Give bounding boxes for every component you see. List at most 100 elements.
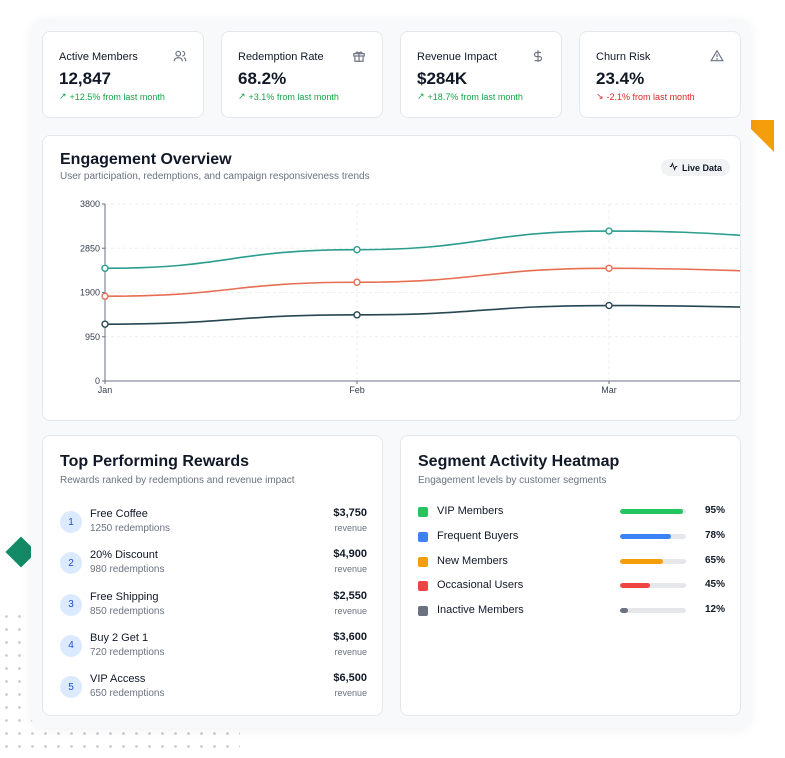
segment-progress-bar [620, 509, 686, 514]
kpi-value: 23.4% [596, 69, 645, 88]
segment-color-swatch [418, 556, 428, 567]
kpi-card-redemption-rate: Redemption Rate 68.2% ↗ +3.1% from last m… [221, 31, 383, 118]
reward-redemptions: 720 redemptions [90, 646, 165, 658]
reward-name: Buy 2 Get 1 [90, 631, 149, 644]
segment-color-swatch [418, 581, 428, 592]
reward-redemptions: 650 redemptions [90, 688, 165, 700]
kpi-value: 68.2% [238, 69, 287, 88]
reward-revenue-label: revenue [334, 564, 367, 575]
data-point [353, 245, 361, 254]
segment-row: Inactive Members 12% [418, 604, 725, 618]
alert-triangle-icon [710, 49, 724, 63]
rewards-subtitle: Rewards ranked by redemptions and revenu… [60, 475, 295, 486]
data-point [353, 278, 361, 286]
segment-percent: 45% [704, 579, 725, 591]
reward-revenue-label: revenue [334, 688, 367, 699]
segment-row: New Members 65% [418, 555, 725, 569]
segment-progress-bar [620, 583, 686, 589]
reward-revenue-amount: $2,550 [333, 589, 367, 602]
chart-title: Engagement Overview [60, 151, 232, 168]
segment-color-swatch [418, 606, 428, 617]
reward-revenue-amount: $4,900 [333, 548, 367, 561]
series-line [104, 267, 740, 298]
reward-row[interactable]: 2 20% Discount 980 redemptions $4,900 revenu… [60, 547, 367, 581]
live-data-badge[interactable]: Live Data [661, 159, 731, 176]
reward-row[interactable]: 1 Free Coffee 1250 redemptions $3,750 revenu… [60, 506, 367, 540]
y-tick-label: 2850 [80, 243, 100, 253]
kpi-label: Revenue Impact [417, 51, 498, 63]
segment-name: Frequent Buyers [437, 529, 519, 542]
kpi-value: 12,847 [59, 69, 111, 88]
reward-row[interactable]: 3 Free Shipping 850 redemptions $2,550 reven… [60, 589, 367, 623]
segment-name: Occasional Users [437, 579, 524, 592]
data-point [605, 227, 613, 235]
segment-name: Inactive Members [437, 604, 524, 617]
segment-heatmap-card: Segment Activity Heatmap Engagement leve… [400, 435, 741, 716]
dollar-icon [531, 49, 545, 63]
data-point [353, 311, 361, 319]
data-point [101, 264, 109, 272]
trend-up-icon: ↗ [417, 91, 425, 101]
reward-revenue-label: revenue [334, 523, 367, 533]
reward-redemptions: 850 redemptions [90, 605, 165, 617]
segment-progress-bar [620, 558, 686, 564]
data-point [605, 301, 613, 310]
trend-up-icon: ↗ [238, 91, 246, 101]
reward-revenue-amount: $3,600 [333, 630, 367, 643]
reward-name: Free Shipping [90, 590, 159, 603]
heatmap-subtitle: Engagement levels by customer segments [418, 475, 607, 486]
top-rewards-card: Top Performing Rewards Rewards ranked by… [42, 435, 383, 716]
kpi-label: Churn Risk [596, 51, 651, 63]
x-tick-label: Feb [349, 385, 365, 395]
kpi-trend: ↗ +18.7% from last month [417, 91, 523, 102]
rewards-title: Top Performing Rewards [60, 453, 250, 470]
reward-row[interactable]: 4 Buy 2 Get 1 720 redemptions $3,600 revenue [60, 630, 367, 664]
segment-progress-bar [620, 608, 686, 614]
reward-row[interactable]: 5 VIP Access 650 redemptions $6,500 revenue [60, 671, 367, 705]
reward-redemptions: 980 redemptions [90, 564, 165, 576]
data-point [605, 264, 613, 272]
kpi-trend: ↘ -2.1% from last month [596, 91, 695, 102]
segment-row: VIP Members 95% [418, 505, 725, 519]
kpi-card-active-members: Active Members 12,847 ↗ +12.5% from last … [42, 31, 204, 118]
segment-percent: 65% [704, 554, 725, 566]
gift-icon [352, 49, 366, 63]
y-tick-label: 1900 [80, 288, 100, 298]
trend-up-icon: ↗ [59, 91, 67, 101]
reward-name: VIP Access [90, 673, 146, 686]
kpi-label: Redemption Rate [238, 51, 324, 63]
data-point [101, 320, 109, 328]
trend-down-icon: ↘ [596, 91, 604, 101]
kpi-card-churn-risk: Churn Risk 23.4% ↘ -2.1% from last month [579, 31, 741, 118]
reward-name: Free Coffee [90, 508, 148, 520]
data-point [101, 292, 109, 300]
segment-name: New Members [437, 554, 508, 567]
reward-revenue-amount: $6,500 [333, 672, 367, 685]
segment-percent: 12% [704, 604, 725, 616]
kpi-label: Active Members [59, 51, 138, 63]
reward-name: 20% Discount [90, 549, 158, 562]
y-tick-label: 950 [85, 332, 100, 342]
kpi-trend: ↗ +12.5% from last month [59, 91, 165, 102]
reward-revenue-label: revenue [334, 605, 367, 616]
kpi-card-revenue-impact: Revenue Impact $284K ↗ +18.7% from last m… [400, 31, 562, 118]
y-tick-label: 0 [95, 376, 100, 386]
series-line [104, 304, 740, 325]
chart-subtitle: User participation, redemptions, and cam… [60, 171, 370, 182]
reward-revenue-amount: $3,750 [333, 507, 367, 519]
segment-row: Frequent Buyers 78% [418, 530, 725, 544]
segment-progress-bar [620, 533, 686, 539]
engagement-overview-card: Engagement Overview User participation, … [42, 135, 741, 421]
reward-revenue-label: revenue [334, 646, 367, 657]
x-tick-label: Jan [98, 385, 113, 395]
activity-icon [669, 162, 678, 173]
segment-row: Occasional Users 45% [418, 579, 725, 593]
engagement-line-chart: 0 950 1900 2850 3800 Jan Feb Mar [80, 199, 740, 395]
segment-name: VIP Members [437, 505, 504, 517]
series-line [104, 230, 740, 270]
users-icon [173, 49, 187, 63]
segment-color-swatch [418, 507, 428, 517]
rank-badge: 4 [60, 634, 82, 657]
segment-percent: 78% [704, 529, 725, 541]
kpi-trend: ↗ +3.1% from last month [238, 91, 339, 102]
